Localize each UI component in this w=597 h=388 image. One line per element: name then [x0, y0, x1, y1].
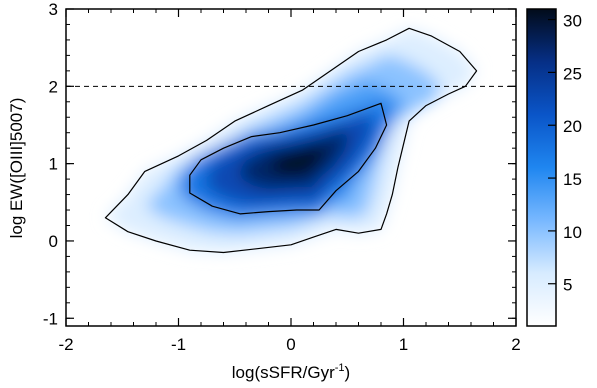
x-tick-label: 1	[399, 335, 408, 354]
colorbar-tick-label: 25	[563, 64, 582, 83]
colorbar-tick-label: 15	[563, 170, 582, 189]
y-tick-label: 0	[49, 232, 58, 251]
colorbar-tick-label: 20	[563, 117, 582, 136]
colorbar: 5 10 15 20 25 30	[526, 8, 582, 327]
colorbar-ticks: 5 10 15 20 25 30	[548, 12, 582, 295]
x-axis-title-main: log(sSFR/Gyr	[232, 363, 335, 382]
colorbar-tick-label: 5	[563, 276, 572, 295]
x-axis-title-superscript: -1	[335, 362, 345, 374]
contour-layer	[104, 27, 478, 254]
colorbar-tick-label: 30	[563, 12, 582, 31]
x-tick-label: -2	[58, 335, 73, 354]
colorbar-tick-label: 10	[563, 223, 582, 242]
x-tick-label: 2	[511, 335, 520, 354]
colorbar-gradient	[526, 8, 557, 327]
density-level-7	[270, 144, 326, 175]
y-axis: -1 0 1 2 3	[43, 0, 516, 328]
y-axis-title: log EW([OIII]5007)	[7, 98, 26, 239]
x-axis: -2 -1 0 1 2	[58, 9, 521, 354]
contour-outer	[104, 27, 478, 254]
x-axis-title: log(sSFR/Gyr-1)	[232, 362, 350, 382]
x-tick-label: -1	[171, 335, 186, 354]
plot-area	[65, 8, 517, 327]
x-tick-label: 0	[286, 335, 295, 354]
y-tick-label: 2	[49, 77, 58, 96]
x-axis-title-suffix: )	[345, 363, 351, 382]
y-tick-label: 1	[49, 155, 58, 174]
contour-inner	[189, 102, 388, 215]
y-tick-label: 3	[49, 0, 58, 19]
y-tick-label: -1	[43, 309, 58, 328]
